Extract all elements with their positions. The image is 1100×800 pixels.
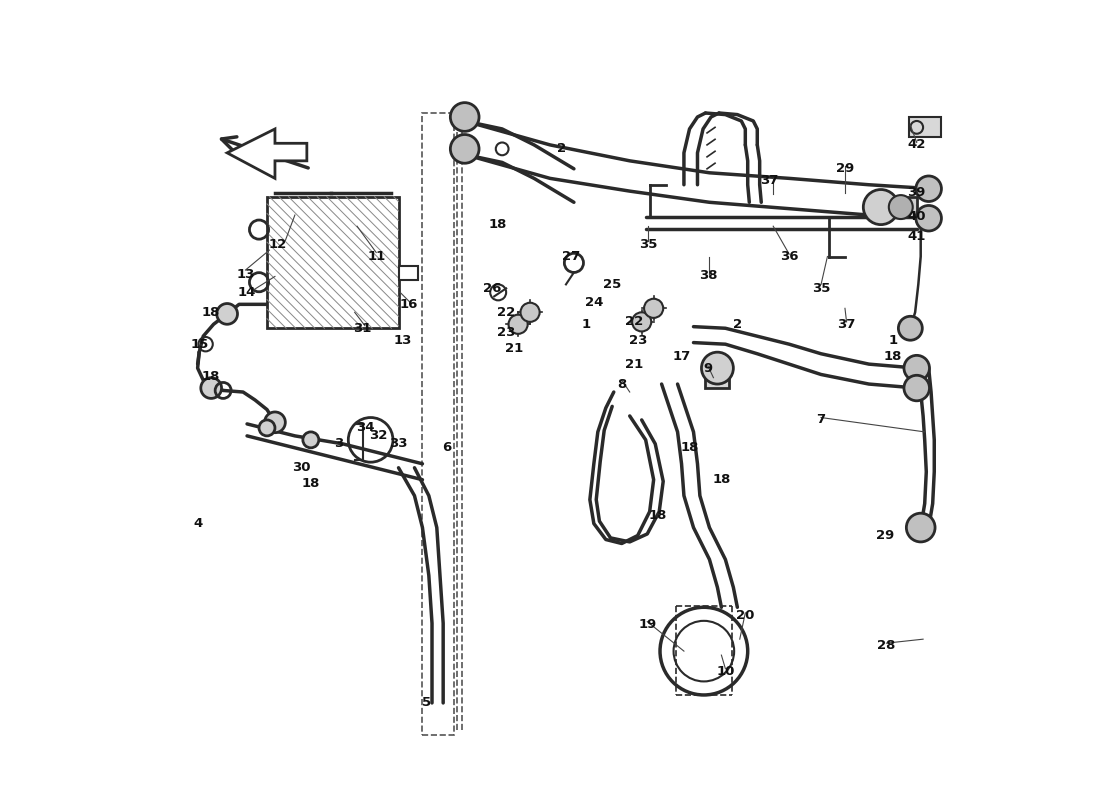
Text: 26: 26 bbox=[483, 282, 502, 295]
Text: 42: 42 bbox=[908, 138, 926, 151]
Circle shape bbox=[645, 298, 663, 318]
Text: 17: 17 bbox=[672, 350, 691, 362]
Text: 22: 22 bbox=[625, 315, 642, 328]
Text: 13: 13 bbox=[236, 267, 254, 281]
Text: 3: 3 bbox=[334, 438, 343, 450]
Text: 36: 36 bbox=[780, 250, 799, 263]
Text: 18: 18 bbox=[712, 474, 730, 486]
Text: 39: 39 bbox=[908, 186, 926, 199]
Text: 38: 38 bbox=[698, 269, 717, 282]
Text: 20: 20 bbox=[736, 609, 755, 622]
Text: 25: 25 bbox=[603, 278, 622, 291]
Circle shape bbox=[508, 314, 528, 334]
Bar bbox=[705, 368, 729, 388]
Circle shape bbox=[916, 206, 942, 231]
Text: 12: 12 bbox=[268, 238, 286, 251]
Text: 40: 40 bbox=[908, 210, 926, 223]
Bar bbox=[909, 117, 940, 137]
Text: 27: 27 bbox=[562, 250, 580, 263]
Text: 2: 2 bbox=[558, 142, 566, 155]
Bar bbox=[267, 197, 398, 328]
Circle shape bbox=[916, 176, 942, 202]
Text: 24: 24 bbox=[585, 296, 603, 310]
Text: 18: 18 bbox=[680, 442, 698, 454]
Text: 35: 35 bbox=[639, 238, 657, 251]
Text: 19: 19 bbox=[638, 618, 657, 631]
Circle shape bbox=[217, 303, 238, 324]
Text: 6: 6 bbox=[442, 442, 451, 454]
Circle shape bbox=[899, 316, 922, 340]
Text: 21: 21 bbox=[505, 342, 524, 354]
Text: 18: 18 bbox=[202, 370, 220, 382]
Text: 32: 32 bbox=[370, 430, 388, 442]
Text: 13: 13 bbox=[394, 334, 411, 346]
Circle shape bbox=[201, 378, 221, 398]
Text: 29: 29 bbox=[876, 529, 894, 542]
Text: 2: 2 bbox=[733, 318, 741, 330]
Circle shape bbox=[864, 190, 899, 225]
Text: 18: 18 bbox=[490, 218, 507, 231]
Circle shape bbox=[520, 302, 540, 322]
Text: 18: 18 bbox=[883, 350, 902, 362]
Text: 8: 8 bbox=[617, 378, 626, 390]
Text: 5: 5 bbox=[422, 697, 431, 710]
Text: 21: 21 bbox=[625, 358, 642, 370]
Text: 34: 34 bbox=[355, 422, 374, 434]
Text: 9: 9 bbox=[703, 362, 713, 374]
Circle shape bbox=[904, 375, 930, 401]
Text: 16: 16 bbox=[399, 298, 418, 311]
Circle shape bbox=[906, 514, 935, 542]
Text: 1: 1 bbox=[888, 334, 898, 346]
Text: 31: 31 bbox=[353, 322, 372, 334]
Text: 4: 4 bbox=[192, 517, 202, 530]
Bar bbox=[422, 113, 454, 735]
Bar bbox=[893, 197, 916, 217]
Text: 23: 23 bbox=[497, 326, 515, 338]
Text: 14: 14 bbox=[238, 286, 256, 299]
Text: 37: 37 bbox=[760, 174, 779, 187]
Text: 30: 30 bbox=[292, 462, 310, 474]
Text: 7: 7 bbox=[816, 414, 826, 426]
Circle shape bbox=[632, 312, 651, 331]
Text: 23: 23 bbox=[628, 334, 647, 346]
Text: 10: 10 bbox=[716, 665, 735, 678]
Text: 11: 11 bbox=[367, 250, 385, 263]
Text: 35: 35 bbox=[812, 282, 830, 295]
Text: 18: 18 bbox=[301, 478, 320, 490]
Circle shape bbox=[302, 432, 319, 448]
Circle shape bbox=[258, 420, 275, 436]
Text: 18: 18 bbox=[648, 509, 667, 522]
Circle shape bbox=[450, 134, 478, 163]
Text: 18: 18 bbox=[202, 306, 220, 319]
Text: 33: 33 bbox=[389, 438, 408, 450]
Text: 28: 28 bbox=[877, 639, 895, 652]
Text: 1: 1 bbox=[581, 318, 591, 330]
Circle shape bbox=[702, 352, 734, 384]
Circle shape bbox=[904, 355, 930, 381]
Polygon shape bbox=[227, 129, 307, 178]
Text: 41: 41 bbox=[908, 230, 926, 243]
Circle shape bbox=[450, 102, 478, 131]
Text: 37: 37 bbox=[837, 318, 856, 330]
Circle shape bbox=[265, 412, 285, 433]
Circle shape bbox=[889, 195, 913, 219]
Text: 15: 15 bbox=[190, 338, 208, 350]
Text: 29: 29 bbox=[836, 162, 854, 175]
Bar bbox=[398, 266, 418, 281]
Text: 22: 22 bbox=[497, 306, 515, 319]
